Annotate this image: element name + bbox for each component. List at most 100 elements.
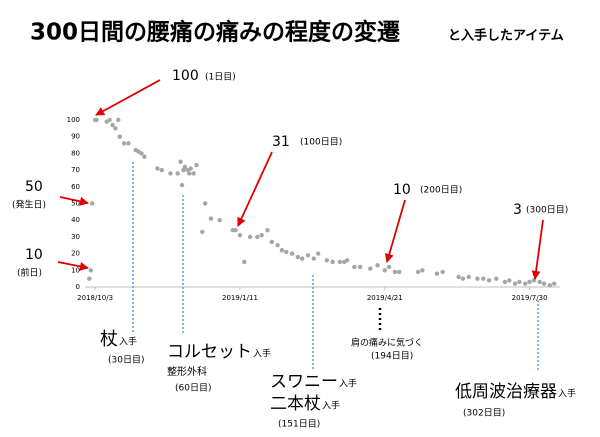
y-tick-label: 40	[71, 216, 80, 224]
point	[494, 276, 499, 281]
annotation-note: (1日目)	[205, 72, 236, 83]
point	[107, 117, 112, 123]
annotation-arrow	[237, 151, 273, 227]
point	[279, 248, 285, 253]
annotation-arrow	[57, 261, 89, 271]
y-tick-label: 100	[67, 116, 80, 124]
point	[247, 234, 253, 240]
y-tick-label: 10	[71, 266, 80, 274]
point	[466, 274, 471, 280]
y-tick-label: 30	[71, 233, 80, 241]
annotation-value: 3	[513, 202, 522, 218]
point	[481, 276, 486, 281]
point	[440, 269, 445, 275]
point	[397, 269, 402, 275]
point	[90, 201, 95, 206]
y-tick-label: 80	[71, 149, 80, 157]
point	[269, 239, 275, 245]
annotation-note: (発生日)	[12, 199, 46, 211]
point	[382, 268, 387, 273]
point	[255, 234, 260, 240]
point	[188, 166, 193, 171]
item-text: コルセット	[167, 342, 252, 362]
item-suffix: 入手	[119, 336, 137, 348]
point	[110, 122, 115, 128]
y-tick-label: 70	[71, 166, 80, 174]
annotation-arrow	[531, 219, 544, 280]
x-tick-label: 2019/4/21	[367, 294, 403, 302]
point	[159, 167, 164, 173]
y-tick-label: 60	[71, 183, 80, 191]
annotation-value: 31	[272, 134, 290, 150]
point	[507, 278, 512, 283]
item-text: (60日目)	[175, 383, 211, 394]
point	[259, 233, 264, 238]
point	[552, 281, 557, 286]
item-text: (151日目)	[278, 419, 320, 430]
point	[139, 151, 144, 156]
point	[512, 281, 518, 286]
point	[344, 258, 350, 263]
point	[475, 276, 480, 281]
point	[142, 154, 147, 159]
point	[194, 162, 199, 168]
point	[87, 276, 92, 281]
point	[233, 228, 238, 233]
x-tick-label: 2019/7/30	[512, 294, 548, 302]
point	[237, 233, 243, 238]
point	[460, 276, 466, 281]
item-text: (30日目)	[108, 355, 144, 366]
point	[315, 251, 321, 256]
point	[242, 259, 247, 265]
point	[368, 266, 373, 271]
annotation-value: 10	[393, 182, 411, 198]
point	[305, 253, 311, 258]
point	[300, 256, 305, 261]
point	[121, 141, 127, 146]
point	[113, 126, 118, 131]
point	[175, 171, 180, 176]
annotation-value: 100	[172, 68, 199, 84]
item-text: (302日目)	[463, 408, 505, 419]
annotation-note: (100日目)	[300, 137, 342, 148]
point	[179, 182, 185, 188]
annotation-note: (前日)	[17, 267, 42, 279]
annotation-value: 10	[25, 247, 43, 263]
point	[420, 268, 425, 273]
point	[88, 268, 93, 273]
point	[541, 281, 547, 286]
item-text: 肩の痛みに気づく	[351, 337, 423, 349]
point	[502, 279, 508, 285]
point	[295, 254, 301, 260]
annotation-note: (300日目)	[526, 205, 568, 216]
annotation-arrow	[384, 199, 406, 263]
point	[284, 249, 289, 255]
point	[200, 229, 205, 235]
point	[94, 117, 99, 123]
item-text: 整形外科	[167, 365, 207, 378]
item-suffix: 入手	[558, 388, 576, 400]
point	[181, 167, 186, 173]
item-text: 低周波治療器	[455, 382, 557, 402]
point	[187, 171, 192, 176]
point	[517, 279, 522, 285]
annotation-value: 50	[25, 179, 43, 195]
item-suffix: 入手	[339, 378, 357, 390]
item-text: スワニー	[270, 372, 338, 392]
point	[537, 279, 542, 285]
y-tick-label: 0	[76, 283, 80, 291]
x-tick-label: 2019/1/11	[222, 294, 258, 302]
point	[352, 264, 357, 270]
point	[117, 134, 122, 139]
point	[289, 251, 295, 256]
y-tick-label: 90	[71, 133, 80, 141]
point	[324, 258, 330, 263]
point	[116, 117, 121, 123]
point	[126, 141, 131, 146]
point	[182, 164, 188, 169]
point	[375, 263, 380, 268]
item-suffix: 入手	[253, 348, 271, 360]
point	[386, 264, 392, 270]
point	[337, 259, 343, 265]
